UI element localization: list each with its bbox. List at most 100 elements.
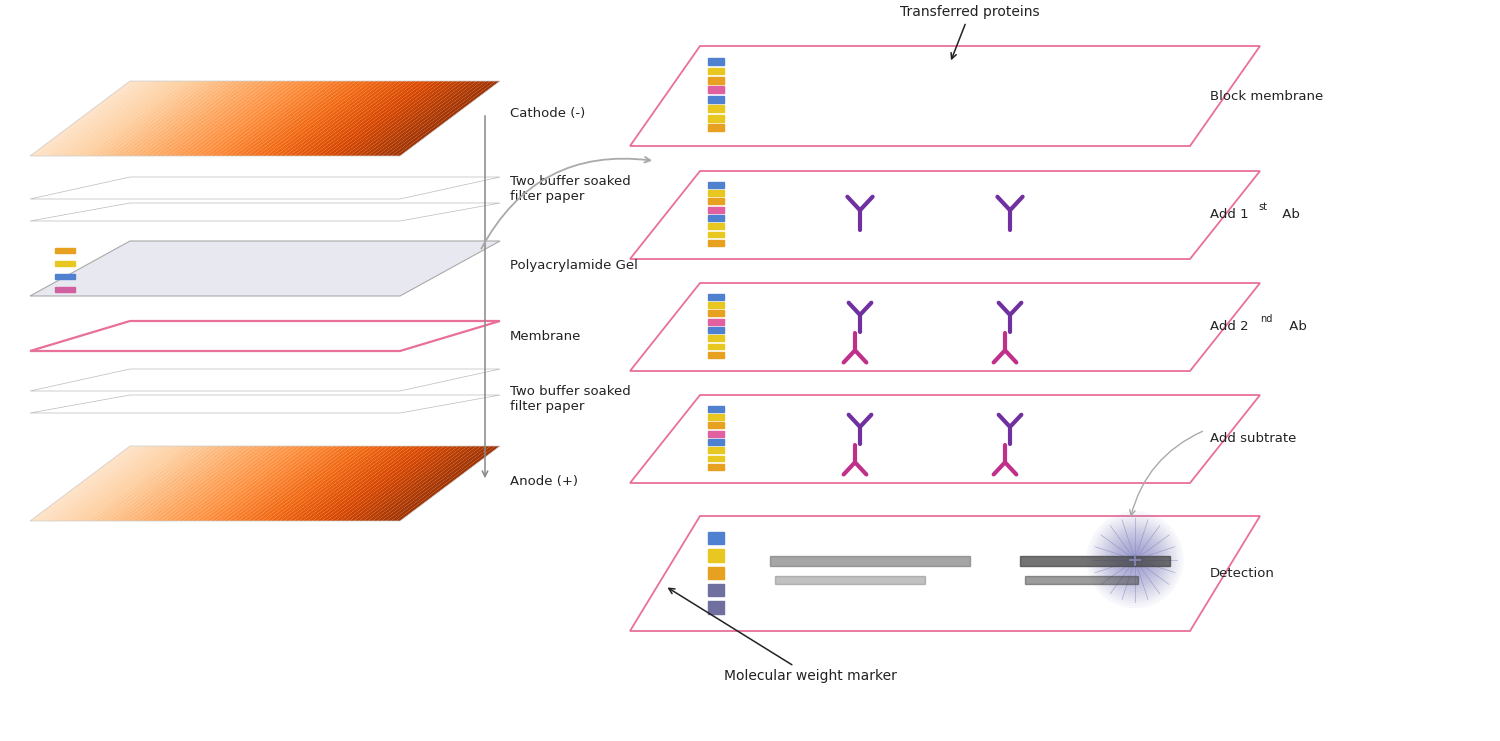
Circle shape bbox=[1118, 542, 1154, 577]
Bar bbox=[708, 567, 724, 579]
Bar bbox=[708, 240, 724, 246]
Polygon shape bbox=[376, 81, 482, 156]
Text: Detection: Detection bbox=[1210, 567, 1275, 580]
Bar bbox=[56, 261, 75, 266]
Polygon shape bbox=[358, 446, 464, 521]
Bar bbox=[708, 199, 724, 205]
Polygon shape bbox=[90, 81, 195, 156]
Polygon shape bbox=[44, 446, 148, 521]
Polygon shape bbox=[230, 446, 333, 521]
Polygon shape bbox=[178, 81, 282, 156]
Circle shape bbox=[1124, 549, 1146, 571]
Polygon shape bbox=[381, 446, 486, 521]
Polygon shape bbox=[159, 81, 264, 156]
Text: Membrane: Membrane bbox=[510, 330, 582, 342]
Polygon shape bbox=[280, 446, 384, 521]
Polygon shape bbox=[183, 81, 288, 156]
Polygon shape bbox=[154, 446, 260, 521]
Circle shape bbox=[1114, 539, 1155, 580]
Polygon shape bbox=[164, 446, 268, 521]
Polygon shape bbox=[99, 81, 204, 156]
Bar bbox=[708, 223, 724, 229]
Bar bbox=[708, 77, 724, 84]
Polygon shape bbox=[270, 446, 375, 521]
Text: Two buffer soaked
filter paper: Two buffer soaked filter paper bbox=[510, 385, 630, 413]
Polygon shape bbox=[376, 446, 482, 521]
Polygon shape bbox=[308, 81, 413, 156]
Bar bbox=[56, 247, 75, 253]
Text: Add 2: Add 2 bbox=[1210, 321, 1248, 333]
Polygon shape bbox=[298, 81, 404, 156]
Polygon shape bbox=[39, 446, 144, 521]
Polygon shape bbox=[30, 395, 500, 413]
Polygon shape bbox=[330, 446, 435, 521]
Bar bbox=[708, 190, 724, 196]
Polygon shape bbox=[154, 81, 260, 156]
Polygon shape bbox=[298, 446, 404, 521]
Polygon shape bbox=[354, 81, 459, 156]
Polygon shape bbox=[630, 283, 1260, 371]
Polygon shape bbox=[396, 81, 500, 156]
Polygon shape bbox=[192, 446, 297, 521]
Polygon shape bbox=[280, 81, 384, 156]
Polygon shape bbox=[363, 81, 468, 156]
Text: Anode (+): Anode (+) bbox=[510, 474, 578, 488]
Text: Molecular weight marker: Molecular weight marker bbox=[669, 588, 897, 683]
Polygon shape bbox=[294, 446, 399, 521]
Bar bbox=[708, 115, 724, 122]
Polygon shape bbox=[266, 446, 370, 521]
Bar bbox=[708, 215, 724, 221]
Polygon shape bbox=[68, 446, 171, 521]
Bar bbox=[708, 182, 724, 187]
Text: Transferred proteins: Transferred proteins bbox=[900, 5, 1040, 59]
Polygon shape bbox=[248, 81, 352, 156]
Bar bbox=[708, 105, 724, 112]
Polygon shape bbox=[76, 446, 182, 521]
Polygon shape bbox=[174, 81, 278, 156]
Polygon shape bbox=[210, 446, 315, 521]
Polygon shape bbox=[285, 446, 388, 521]
Polygon shape bbox=[68, 81, 171, 156]
Polygon shape bbox=[72, 81, 177, 156]
Bar bbox=[708, 124, 724, 131]
Polygon shape bbox=[294, 81, 399, 156]
Polygon shape bbox=[201, 81, 306, 156]
Polygon shape bbox=[330, 81, 435, 156]
Polygon shape bbox=[308, 446, 413, 521]
Circle shape bbox=[1094, 519, 1176, 601]
Polygon shape bbox=[44, 81, 148, 156]
Polygon shape bbox=[225, 81, 328, 156]
Polygon shape bbox=[368, 446, 472, 521]
Polygon shape bbox=[132, 81, 237, 156]
Polygon shape bbox=[104, 446, 209, 521]
Text: Cathode (-): Cathode (-) bbox=[510, 107, 585, 119]
Bar bbox=[708, 344, 724, 350]
Polygon shape bbox=[210, 81, 315, 156]
Bar bbox=[708, 310, 724, 316]
Polygon shape bbox=[219, 446, 324, 521]
Polygon shape bbox=[368, 81, 472, 156]
Polygon shape bbox=[303, 446, 408, 521]
Polygon shape bbox=[261, 81, 366, 156]
Polygon shape bbox=[266, 81, 370, 156]
Polygon shape bbox=[326, 446, 430, 521]
Polygon shape bbox=[81, 81, 186, 156]
Polygon shape bbox=[219, 81, 324, 156]
Bar bbox=[708, 67, 724, 74]
Polygon shape bbox=[350, 446, 453, 521]
Polygon shape bbox=[345, 446, 448, 521]
Text: st: st bbox=[1258, 202, 1268, 212]
Polygon shape bbox=[128, 81, 231, 156]
Polygon shape bbox=[196, 446, 302, 521]
Polygon shape bbox=[196, 81, 302, 156]
Polygon shape bbox=[396, 446, 500, 521]
Polygon shape bbox=[206, 81, 310, 156]
Polygon shape bbox=[53, 446, 158, 521]
Polygon shape bbox=[72, 446, 177, 521]
Bar bbox=[708, 405, 724, 411]
Polygon shape bbox=[234, 81, 338, 156]
Text: Add 1: Add 1 bbox=[1210, 208, 1248, 222]
Bar bbox=[708, 293, 724, 299]
Polygon shape bbox=[372, 446, 477, 521]
Circle shape bbox=[1128, 554, 1142, 566]
